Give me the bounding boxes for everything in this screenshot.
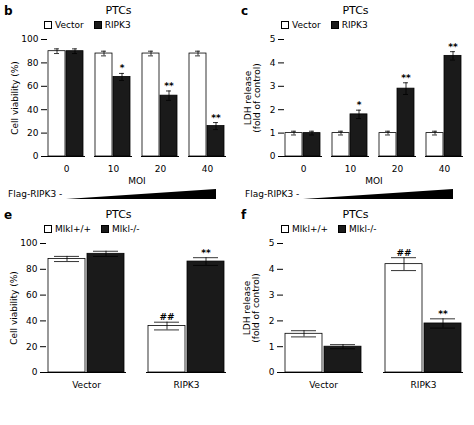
svg-text:RIPK3: RIPK3 [174, 380, 200, 390]
svg-text:2: 2 [269, 316, 275, 326]
svg-text:80: 80 [27, 58, 39, 68]
svg-text:0: 0 [269, 367, 275, 377]
html-text:e: e [4, 208, 13, 222]
svg-text:60: 60 [26, 290, 38, 300]
svg-text:40: 40 [202, 164, 214, 174]
html-text:Mlkl+/+: Mlkl+/+ [292, 223, 329, 234]
svg-text:60: 60 [27, 81, 39, 91]
html-text:PTCs: PTCs [342, 4, 369, 17]
svg-text:*: * [357, 100, 362, 110]
svg-text:0: 0 [32, 367, 38, 377]
svg-text:**: ** [401, 73, 411, 83]
svg-text:**: ** [201, 248, 211, 258]
svg-text:0: 0 [33, 151, 39, 161]
svg-text:100: 100 [20, 238, 37, 248]
svg-text:Vector: Vector [72, 380, 101, 390]
svg-text:100: 100 [21, 34, 38, 44]
svg-text:80: 80 [26, 264, 38, 274]
html-text:Vector: Vector [292, 19, 321, 30]
html-text:PTCs: PTCs [105, 208, 132, 221]
svg-text:1: 1 [270, 128, 276, 138]
svg-text:RIPK3: RIPK3 [411, 380, 437, 390]
svg-text:20: 20 [155, 164, 167, 174]
svg-text:2: 2 [270, 105, 276, 115]
svg-text:**: ** [438, 309, 448, 319]
svg-text:Cell viability (%): Cell viability (%) [9, 271, 19, 345]
svg-text:20: 20 [26, 342, 38, 352]
svg-text:Vector: Vector [309, 380, 338, 390]
html-text:Mlkl-/-: Mlkl-/- [112, 223, 140, 234]
svg-text:1: 1 [269, 342, 275, 352]
svg-text:MOI: MOI [365, 176, 383, 186]
svg-text:##: ## [159, 312, 174, 322]
svg-text:0: 0 [270, 151, 276, 161]
svg-text:LDH release(fold of control): LDH release(fold of control) [242, 273, 261, 343]
html-text:Flag-RIPK3 -: Flag-RIPK3 - [8, 189, 63, 199]
svg-text:3: 3 [270, 81, 276, 91]
svg-text:MOI: MOI [128, 176, 146, 186]
html-text:Vector: Vector [55, 19, 84, 30]
svg-text:5: 5 [270, 34, 276, 44]
html-text:RIPK3: RIPK3 [104, 19, 131, 30]
svg-text:20: 20 [27, 128, 39, 138]
svg-text:Cell viability (%): Cell viability (%) [10, 61, 20, 135]
svg-text:20: 20 [392, 164, 404, 174]
html-text:Mlkl-/-: Mlkl-/- [349, 223, 377, 234]
svg-text:4: 4 [270, 58, 276, 68]
svg-text:10: 10 [108, 164, 120, 174]
svg-text:**: ** [211, 113, 221, 123]
svg-text:0: 0 [301, 164, 307, 174]
svg-text:LDH release(fold of control): LDH release(fold of control) [243, 63, 262, 133]
html-text:RIPK3: RIPK3 [341, 19, 368, 30]
svg-text:4: 4 [269, 264, 275, 274]
html-text:Mlkl+/+: Mlkl+/+ [55, 223, 92, 234]
svg-text:10: 10 [345, 164, 357, 174]
html-text:c: c [241, 4, 249, 18]
svg-text:**: ** [164, 81, 174, 91]
svg-text:5: 5 [269, 238, 275, 248]
html-text:PTCs: PTCs [105, 4, 132, 17]
html-text:Flag-RIPK3 -: Flag-RIPK3 - [245, 189, 300, 199]
html-text:b: b [4, 4, 13, 18]
svg-text:40: 40 [439, 164, 451, 174]
html-text:PTCs: PTCs [342, 208, 369, 221]
svg-text:0: 0 [64, 164, 70, 174]
svg-text:40: 40 [26, 316, 38, 326]
svg-text:*: * [120, 63, 125, 73]
svg-text:3: 3 [269, 290, 275, 300]
svg-text:40: 40 [27, 105, 39, 115]
html-text:f: f [241, 208, 247, 222]
svg-text:##: ## [396, 248, 411, 258]
svg-text:**: ** [448, 42, 458, 52]
